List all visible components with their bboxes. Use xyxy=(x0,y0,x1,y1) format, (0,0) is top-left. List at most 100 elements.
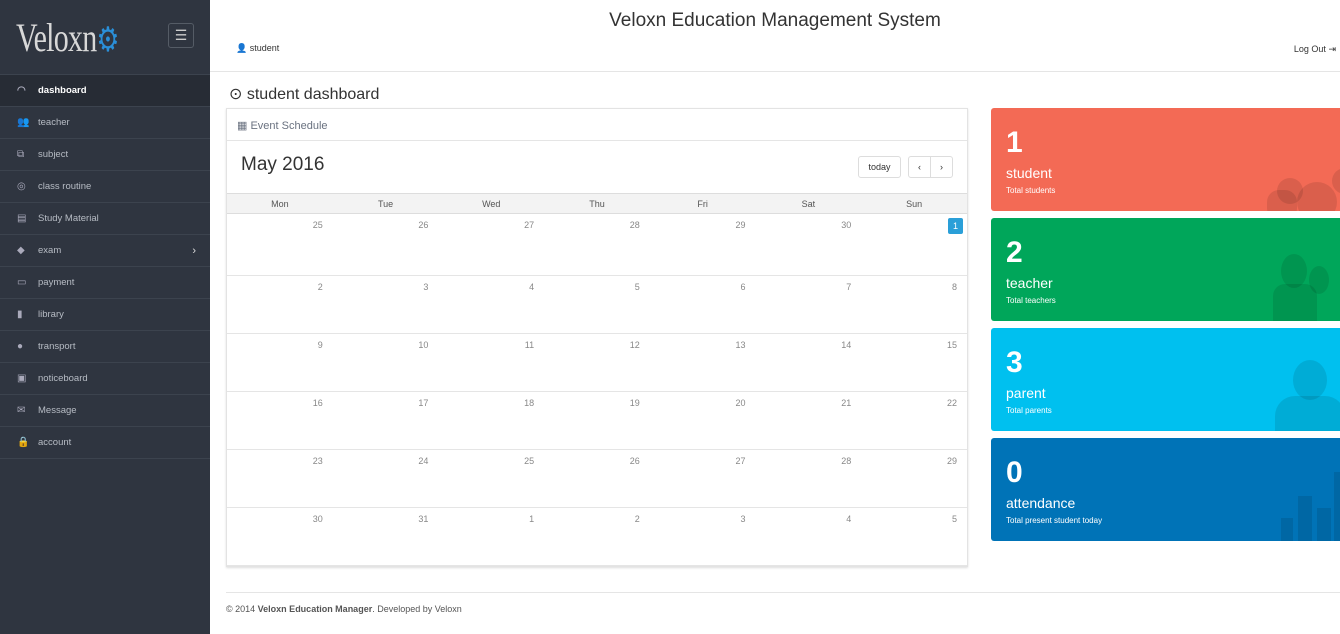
day-number: 8 xyxy=(951,282,957,292)
day-number: 28 xyxy=(629,220,640,230)
menu-toggle-button[interactable]: ☰ xyxy=(168,23,194,48)
calendar-day[interactable]: 19 xyxy=(544,391,650,450)
calendar-day[interactable]: 15 xyxy=(861,333,967,392)
calendar-day[interactable]: 25 xyxy=(227,213,333,276)
developer-link[interactable]: Veloxn xyxy=(434,604,462,614)
calendar-day[interactable]: 22 xyxy=(861,391,967,450)
stat-label: teacher xyxy=(1006,275,1053,291)
calendar-day[interactable]: 26 xyxy=(332,213,439,276)
calendar-day[interactable]: 9 xyxy=(227,333,333,392)
stat-card-attendance[interactable]: 0 attendance Total present student today xyxy=(991,438,1340,541)
calendar-day[interactable]: 29 xyxy=(649,213,756,276)
calendar-day[interactable]: 4 xyxy=(438,275,545,334)
calendar-day[interactable]: 2 xyxy=(544,507,650,566)
calendar-day[interactable]: 8 xyxy=(861,275,967,334)
calendar-day[interactable]: 16 xyxy=(227,391,333,450)
day-number: 28 xyxy=(841,456,852,466)
day-header: Sun xyxy=(861,193,967,214)
dashboard-icon: ◠ xyxy=(17,85,26,96)
day-number: 29 xyxy=(735,220,746,230)
calendar-month: May 2016 xyxy=(241,154,325,175)
calendar-day[interactable]: 25 xyxy=(438,449,545,508)
sidebar-item-label: noticeboard xyxy=(38,373,88,384)
day-number: 4 xyxy=(529,282,535,292)
stat-description: Total present student today xyxy=(1006,516,1103,525)
day-header: Sat xyxy=(755,193,862,214)
calendar-day[interactable]: 1 xyxy=(438,507,545,566)
sidebar-item-class-routine[interactable]: ◎ class routine xyxy=(0,171,210,203)
calendar-day[interactable]: 12 xyxy=(544,333,650,392)
calendar-day[interactable]: 14 xyxy=(755,333,862,392)
calendar-day[interactable]: 27 xyxy=(438,213,545,276)
calendar-day[interactable]: 2 xyxy=(227,275,333,334)
day-header: Tue xyxy=(332,193,439,214)
calendar-day[interactable]: 6 xyxy=(649,275,756,334)
calendar-day[interactable]: 10 xyxy=(332,333,439,392)
day-header: Thu xyxy=(544,193,650,214)
calendar-day[interactable]: 28 xyxy=(755,449,862,508)
page-title: ⊙ student dashboard xyxy=(229,86,380,103)
sidebar-item-teacher[interactable]: 👥 teacher xyxy=(0,107,210,139)
day-number: 12 xyxy=(629,340,640,350)
day-number: 30 xyxy=(841,220,852,230)
sidebar-item-study-material[interactable]: ▤ Study Material xyxy=(0,203,210,235)
calendar-icon: ▦ xyxy=(237,120,248,132)
prev-month-button[interactable]: ‹ xyxy=(908,156,931,178)
sidebar-item-library[interactable]: ▮ library xyxy=(0,299,210,331)
day-number: 19 xyxy=(629,398,640,408)
calendar-day[interactable]: 11 xyxy=(438,333,545,392)
sidebar-item-account[interactable]: 🔒 account xyxy=(0,427,210,459)
calendar-day[interactable]: 26 xyxy=(544,449,650,508)
calendar-day[interactable]: 21 xyxy=(755,391,862,450)
day-number: 15 xyxy=(946,340,957,350)
day-number: 1 xyxy=(947,218,963,234)
calendar-day[interactable]: 23 xyxy=(227,449,333,508)
calendar-day[interactable]: 24 xyxy=(332,449,439,508)
calendar-day[interactable]: 17 xyxy=(332,391,439,450)
calendar-day[interactable]: 3 xyxy=(649,507,756,566)
calendar-day[interactable]: 4 xyxy=(755,507,862,566)
calendar-day[interactable]: 5 xyxy=(544,275,650,334)
sidebar-item-label: teacher xyxy=(38,117,70,128)
stat-card-teacher[interactable]: 2 teacher Total teachers xyxy=(991,218,1340,321)
calendar-day[interactable]: 18 xyxy=(438,391,545,450)
next-month-button[interactable]: › xyxy=(930,156,953,178)
sidebar-item-transport[interactable]: ● transport xyxy=(0,331,210,363)
user-link[interactable]: 👤 student xyxy=(236,43,280,53)
logo: Veloxn⚙ xyxy=(16,15,119,60)
logout-link[interactable]: Log Out ⇥ xyxy=(1293,44,1336,54)
day-number: 30 xyxy=(312,514,323,524)
sidebar-item-noticeboard[interactable]: ▣ noticeboard xyxy=(0,363,210,395)
calendar-day[interactable]: 31 xyxy=(332,507,439,566)
calendar-day[interactable]: 30 xyxy=(755,213,862,276)
calendar-day[interactable]: 5 xyxy=(861,507,967,566)
sidebar-item-dashboard[interactable]: ◠ dashboard xyxy=(0,75,210,107)
stat-card-student[interactable]: 1 student Total students xyxy=(991,108,1340,211)
divider xyxy=(210,71,1340,72)
calendar-week: 2 3 4 5 6 7 8 xyxy=(227,275,967,334)
stat-card-parent[interactable]: 3 parent Total parents xyxy=(991,328,1340,431)
calendar-day[interactable]: 20 xyxy=(649,391,756,450)
day-header: Mon xyxy=(227,193,333,214)
calendar-day[interactable]: 27 xyxy=(649,449,756,508)
calendar-day[interactable]: 29 xyxy=(861,449,967,508)
sidebar-item-message[interactable]: ✉ Message xyxy=(0,395,210,427)
graduation-cap-icon: ◆ xyxy=(17,245,25,256)
subject-icon: ⧉ xyxy=(17,149,25,160)
day-number: 20 xyxy=(735,398,746,408)
calendar-day[interactable]: 13 xyxy=(649,333,756,392)
sidebar-item-exam[interactable]: ◆ exam › xyxy=(0,235,210,267)
stat-description: Total students xyxy=(1006,186,1056,195)
today-button[interactable]: today xyxy=(858,156,901,178)
calendar-day[interactable]: 1 xyxy=(861,213,967,276)
envelope-icon: ✉ xyxy=(17,405,26,416)
day-number: 25 xyxy=(312,220,323,230)
calendar-day[interactable]: 30 xyxy=(227,507,333,566)
calendar-day[interactable]: 3 xyxy=(332,275,439,334)
users-icon: 👥 xyxy=(17,117,30,128)
calendar-day[interactable]: 28 xyxy=(544,213,650,276)
calendar-day[interactable]: 7 xyxy=(755,275,862,334)
sidebar-item-payment[interactable]: ▭ payment xyxy=(0,267,210,299)
sidebar-item-label: subject xyxy=(38,149,69,160)
sidebar-item-subject[interactable]: ⧉ subject xyxy=(0,139,210,171)
